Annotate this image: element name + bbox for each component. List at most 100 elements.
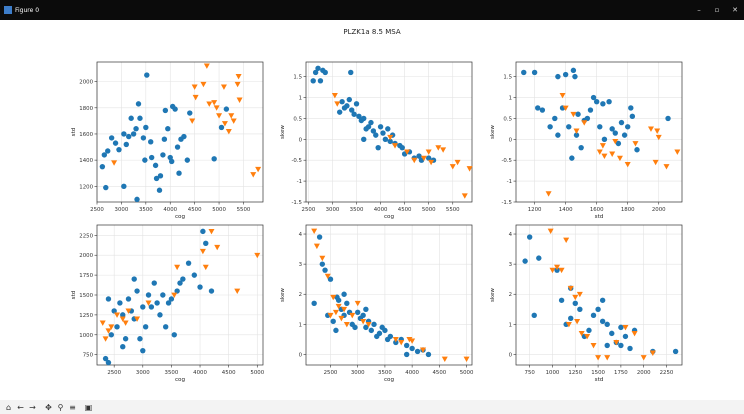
data-point-circle [157, 312, 163, 318]
back-icon[interactable]: ← [17, 402, 24, 412]
data-point-circle [140, 135, 147, 141]
data-point-triangle [599, 143, 606, 149]
data-point-circle [157, 173, 164, 179]
data-point-circle [333, 327, 339, 334]
data-point-triangle [420, 347, 427, 353]
data-point-circle [526, 234, 533, 240]
data-point-circle [153, 175, 160, 182]
x-tick-label: 4500 [398, 207, 412, 213]
data-point-circle [311, 300, 317, 306]
data-point-triangle [250, 172, 257, 178]
data-point-triangle [406, 337, 413, 343]
data-point-triangle [574, 318, 581, 325]
data-point-circle [577, 306, 583, 313]
y-axis-label: std [71, 127, 77, 136]
data-point-triangle [203, 63, 210, 69]
zoom-icon[interactable]: ⚲ [57, 402, 64, 412]
data-point-triangle [191, 84, 198, 90]
y-tick-label: 0 [299, 352, 303, 358]
data-point-circle [536, 255, 542, 261]
data-point-triangle [220, 84, 227, 90]
data-point-circle [346, 96, 353, 103]
data-point-circle [393, 339, 399, 346]
data-point-triangle [313, 243, 320, 250]
data-point-circle [555, 73, 561, 80]
x-axis-label: cog [384, 377, 394, 383]
data-point-circle [187, 110, 193, 116]
data-point-circle [609, 330, 615, 337]
data-point-circle [137, 115, 143, 121]
data-point-circle [105, 359, 112, 366]
data-point-circle [615, 140, 622, 147]
data-point-triangle [200, 81, 207, 88]
maximize-button[interactable]: ▫ [714, 6, 720, 14]
data-point-circle [341, 291, 347, 297]
pan-icon[interactable]: ✥ [45, 402, 52, 412]
data-point-triangle [334, 101, 341, 107]
data-point-triangle [609, 151, 616, 157]
x-tick-label: 5500 [446, 207, 460, 213]
data-point-circle [218, 124, 225, 131]
data-point-circle [174, 288, 180, 294]
data-point-triangle [562, 105, 569, 111]
y-tick-label: 1 [299, 96, 302, 102]
data-point-circle [601, 136, 608, 143]
y-tick-label: -1 [507, 179, 512, 185]
data-point-circle [162, 324, 169, 330]
data-point-circle [108, 332, 115, 338]
minimize-button[interactable]: – [697, 6, 701, 14]
data-point-circle [172, 106, 178, 112]
y-tick-label: 2 [509, 292, 512, 298]
forward-icon[interactable]: → [29, 402, 36, 412]
y-tick-label: 3 [299, 262, 302, 268]
y-tick-label: 1500 [79, 293, 93, 299]
data-point-circle [597, 124, 603, 130]
data-point-triangle [578, 330, 585, 337]
data-point-triangle [108, 324, 115, 330]
data-point-circle [363, 306, 369, 313]
data-point-circle [558, 297, 565, 303]
data-point-circle [317, 78, 324, 84]
data-point-circle [148, 139, 154, 145]
window-title: Figure 0 [15, 6, 40, 14]
close-button[interactable]: ✕ [732, 6, 738, 14]
window-titlebar: Figure 0 – ▫ ✕ [0, 0, 744, 20]
data-point-circle [599, 297, 606, 303]
data-point-circle [360, 312, 366, 319]
x-tick-label: 1250 [568, 370, 582, 376]
y-tick-label: 1 [509, 322, 512, 328]
data-point-triangle [102, 336, 109, 342]
data-point-triangle [324, 273, 331, 280]
x-tick-label: 2500 [324, 370, 338, 376]
y-tick-label: 1400 [79, 158, 93, 164]
data-point-circle [521, 69, 527, 76]
data-point-circle [566, 124, 572, 130]
data-point-circle [376, 330, 383, 337]
data-point-triangle [440, 147, 447, 153]
configure-icon[interactable]: ≡ [69, 402, 76, 412]
data-point-triangle [573, 128, 580, 134]
x-tick-label: 1000 [546, 370, 560, 376]
data-point-circle [363, 324, 369, 331]
data-point-triangle [554, 264, 561, 271]
axes-frame [305, 61, 473, 203]
data-point-circle [203, 240, 209, 246]
data-point-triangle [228, 113, 235, 119]
data-point-triangle [341, 306, 348, 313]
data-point-circle [143, 124, 149, 131]
data-point-circle [142, 157, 148, 163]
data-point-circle [599, 318, 606, 325]
data-point-circle [622, 333, 629, 340]
data-point-circle [355, 309, 361, 316]
data-point-circle [380, 130, 386, 136]
data-point-circle [111, 308, 117, 314]
data-point-triangle [565, 321, 572, 328]
data-point-triangle [604, 355, 611, 361]
data-point-circle [572, 73, 578, 80]
data-point-circle [606, 99, 612, 105]
home-icon[interactable]: ⌂ [5, 402, 12, 412]
data-point-triangle [319, 255, 326, 262]
data-point-triangle [674, 149, 681, 155]
data-point-circle [140, 347, 146, 354]
save-icon[interactable]: ▣ [84, 402, 93, 412]
